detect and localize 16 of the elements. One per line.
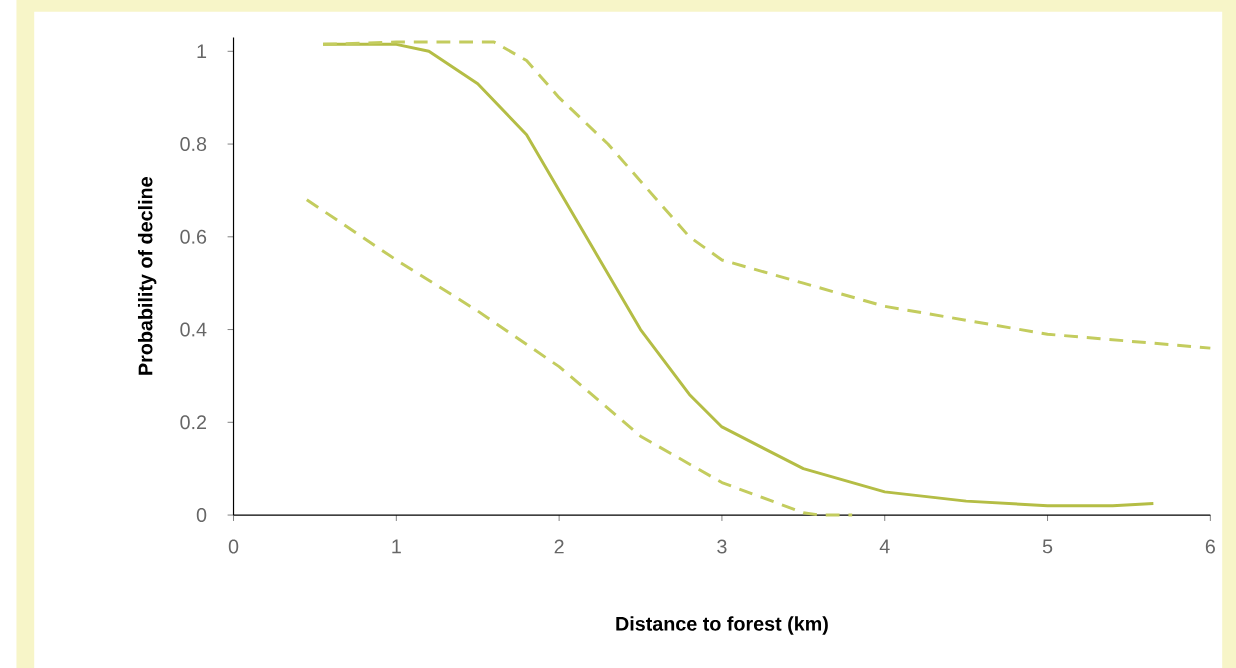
y-tick-label: 0.2 [180,415,207,430]
y-tick-label: 0.4 [180,322,207,337]
x-tick-label: 5 [1042,539,1053,554]
x-tick-label: 4 [879,539,890,554]
y-axis-title: Probability of decline [137,177,157,375]
y-tick-label: 0.8 [180,137,207,152]
y-tick-label: 0 [196,508,207,523]
y-tick-label: 1 [197,44,207,59]
x-tick-label: 6 [1205,539,1215,554]
x-tick-label: 3 [717,539,727,554]
x-tick-label: 2 [554,539,564,554]
x-tick-label: 1 [392,539,401,554]
x-axis-title: Distance to forest (km) [616,616,828,635]
x-tick-label: 0 [228,539,239,554]
line-series [305,198,854,517]
y-tick-label: 0.6 [180,229,207,244]
